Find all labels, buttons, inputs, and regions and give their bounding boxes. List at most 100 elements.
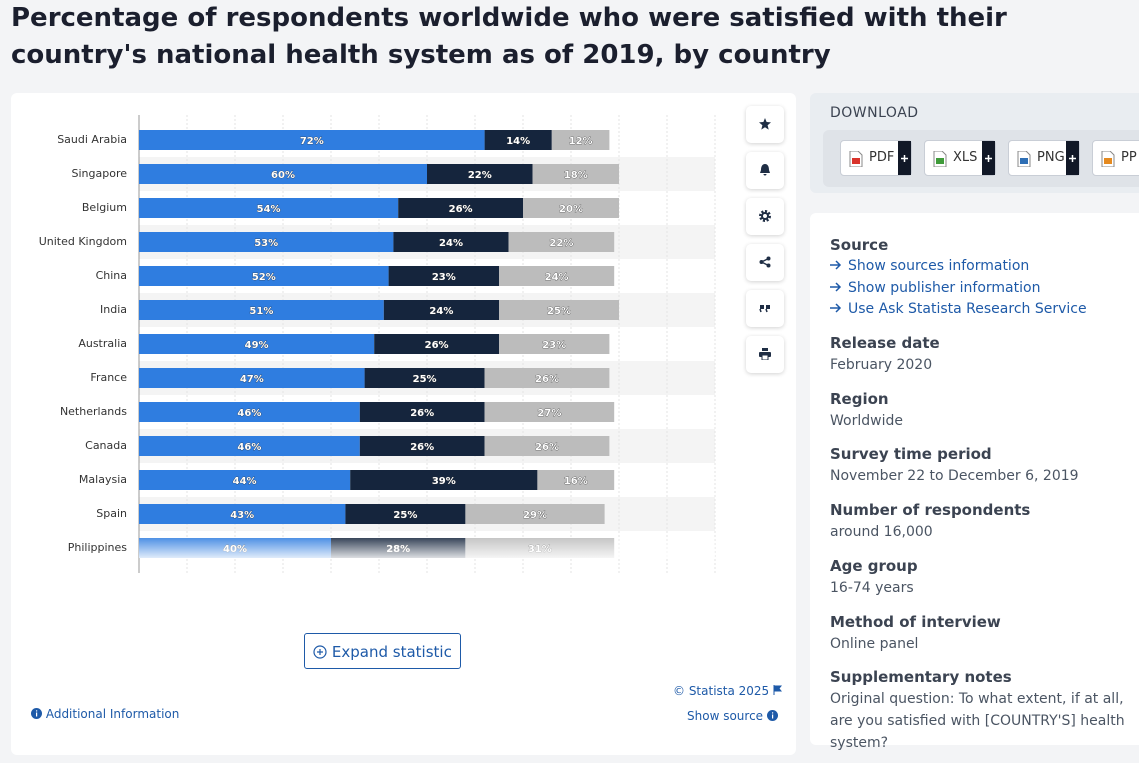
arrow-icon bbox=[830, 281, 842, 292]
bar-segment bbox=[537, 470, 615, 490]
category-label: China bbox=[96, 269, 127, 282]
file-icon bbox=[1101, 151, 1115, 167]
category-label: Malaysia bbox=[79, 473, 127, 486]
info-icon bbox=[31, 708, 42, 719]
bar-segment bbox=[139, 334, 375, 354]
value-label: 26% bbox=[535, 374, 559, 385]
additional-info-text: Additional Information bbox=[45, 707, 180, 721]
bar-segment bbox=[499, 334, 610, 354]
favorite-button[interactable] bbox=[746, 106, 784, 143]
arrow-icon bbox=[830, 260, 842, 270]
arrow-shape bbox=[830, 281, 842, 292]
bar-segment bbox=[427, 164, 533, 184]
value-label: 52% bbox=[252, 272, 276, 283]
share-button[interactable] bbox=[746, 244, 784, 281]
file-badge bbox=[936, 158, 944, 164]
cite-button[interactable] bbox=[746, 290, 784, 327]
category-label: Netherlands bbox=[60, 405, 127, 418]
value-label: 18% bbox=[564, 170, 588, 181]
detail-label: Number of respondents bbox=[830, 501, 1031, 520]
bar-segment bbox=[484, 436, 610, 456]
bar-segment bbox=[465, 504, 605, 524]
download-label: PP bbox=[1121, 150, 1137, 165]
bar-segment bbox=[139, 198, 399, 218]
value-label: 26% bbox=[410, 408, 434, 419]
download-button[interactable]: PNG bbox=[1008, 140, 1080, 176]
source-link-text: Show sources information bbox=[848, 258, 1030, 274]
bar-segment bbox=[359, 436, 485, 456]
bar-segment bbox=[551, 130, 610, 150]
print-button[interactable] bbox=[746, 336, 784, 373]
bar-segment bbox=[484, 368, 610, 388]
detail-label: Survey time period bbox=[830, 445, 992, 464]
notification-button[interactable] bbox=[746, 152, 784, 189]
bar-segment bbox=[398, 198, 523, 218]
value-label: 23% bbox=[432, 272, 456, 283]
detail-label: Age group bbox=[830, 556, 918, 575]
download-plus bbox=[898, 141, 911, 175]
fade-overlay bbox=[139, 538, 715, 558]
plus-icon bbox=[901, 155, 908, 162]
category-label: Singapore bbox=[72, 167, 128, 180]
bar-segment bbox=[383, 300, 499, 320]
file-icon bbox=[849, 151, 863, 167]
source-link[interactable]: Show sources information bbox=[830, 258, 1029, 274]
bar-segment bbox=[139, 402, 360, 422]
bar-segment bbox=[393, 232, 509, 252]
detail-value: February 2020 bbox=[830, 357, 933, 373]
expand-button[interactable]: Expand statistic bbox=[304, 633, 461, 669]
download-button[interactable]: PP bbox=[1092, 140, 1139, 176]
bar-segment bbox=[139, 470, 351, 490]
value-label: 49% bbox=[245, 340, 269, 351]
download-title: DOWNLOAD bbox=[830, 105, 919, 121]
source-link-text: Show publisher information bbox=[848, 279, 1041, 296]
value-label: 46% bbox=[237, 442, 261, 453]
download-panel: DOWNLOAD PDF XLS PNG PP bbox=[810, 93, 1139, 193]
bar-segment bbox=[532, 164, 619, 184]
arrow-shape bbox=[830, 303, 842, 313]
bar-segment bbox=[484, 130, 552, 150]
download-button[interactable]: PDF bbox=[840, 140, 912, 176]
additional-info[interactable]: Additional Information bbox=[31, 707, 179, 721]
value-label: 25% bbox=[547, 306, 571, 317]
value-label: 23% bbox=[542, 340, 566, 351]
detail-value: Worldwide bbox=[830, 412, 903, 429]
detail-value: Original question: To what extent, if at… bbox=[830, 691, 1125, 752]
plus-shape bbox=[901, 155, 908, 162]
chart-card: Saudi Arabia 72% 14% 12% Singapore 60% 22% 18% B… bbox=[11, 93, 796, 755]
value-label: 29% bbox=[523, 510, 547, 521]
category-label: Belgium bbox=[82, 201, 127, 214]
file-badge bbox=[1020, 158, 1028, 164]
bar-segment bbox=[508, 232, 615, 252]
value-label: 24% bbox=[545, 272, 569, 283]
bar-segment bbox=[388, 266, 499, 286]
detail-value: Online panel bbox=[830, 635, 919, 652]
source-link[interactable]: Use Ask Statista Research Service bbox=[830, 301, 1087, 317]
download-plus bbox=[982, 141, 995, 175]
settings-button[interactable] bbox=[746, 198, 784, 235]
value-label: 46% bbox=[237, 408, 261, 419]
arrow-shape bbox=[830, 260, 842, 270]
source-link[interactable]: Show publisher information bbox=[830, 280, 1040, 296]
show-source[interactable]: Show source bbox=[687, 709, 778, 723]
info-icon bbox=[766, 710, 778, 721]
download-button[interactable]: XLS bbox=[924, 140, 996, 176]
expand-label: Expand statistic bbox=[331, 643, 452, 661]
detail-value: November 22 to December 6, 2019 bbox=[830, 468, 1079, 485]
bar-segment bbox=[139, 130, 485, 150]
copyright-text: © Statista 2025 bbox=[673, 684, 770, 698]
file-icon bbox=[933, 151, 947, 167]
bar-segment bbox=[139, 436, 360, 456]
value-label: 26% bbox=[425, 340, 449, 351]
category-label: Philippines bbox=[68, 541, 128, 554]
value-label: 14% bbox=[506, 136, 530, 147]
download-label: PNG bbox=[1037, 150, 1065, 165]
value-label: 25% bbox=[393, 510, 417, 521]
bar-segment bbox=[139, 300, 384, 320]
value-label: 26% bbox=[410, 442, 434, 453]
download-buttons: PDF XLS PNG PP bbox=[823, 130, 1139, 187]
category-label: India bbox=[100, 303, 127, 316]
value-label: 54% bbox=[257, 204, 281, 215]
details-card: Source Show sources information Show publ… bbox=[810, 213, 1139, 751]
bar-segment bbox=[139, 368, 365, 388]
